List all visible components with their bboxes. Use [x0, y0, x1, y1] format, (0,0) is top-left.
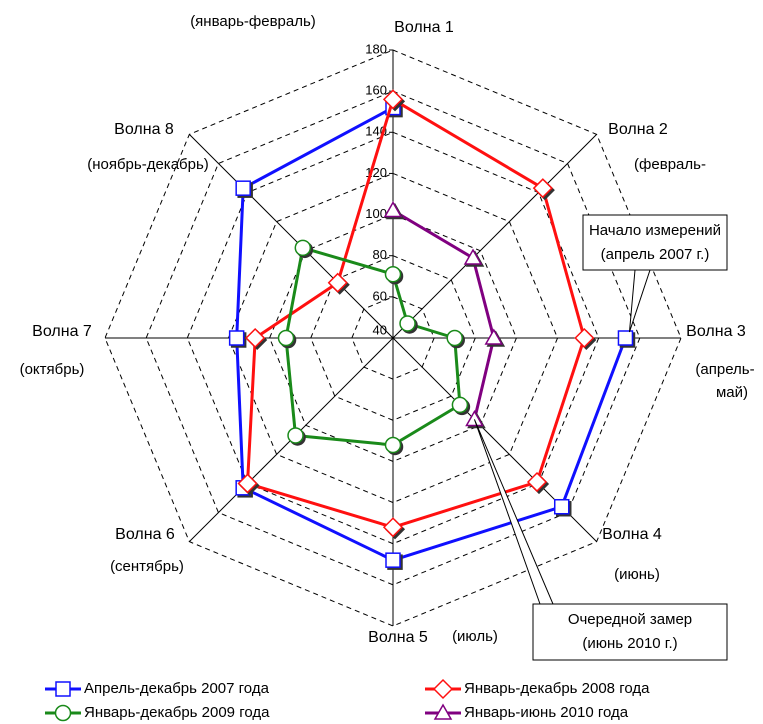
series-line [235, 106, 627, 562]
marker [327, 272, 348, 293]
marker [463, 248, 483, 265]
grid-ring [351, 296, 435, 380]
axis-sublabel: (сентябрь) [110, 558, 184, 575]
marker [384, 265, 402, 283]
axis-label: Волна 8 [114, 121, 174, 138]
y-tick-label: 60 [373, 288, 387, 303]
axis-label: Волна 6 [115, 526, 175, 543]
y-tick-label: 180 [365, 41, 387, 56]
marker [526, 471, 548, 493]
axis-label: Волна 7 [32, 323, 92, 340]
axis-label: Волна 2 [608, 121, 668, 138]
marker [228, 330, 245, 346]
marker [287, 427, 304, 444]
marker [484, 328, 504, 345]
marker [553, 498, 570, 515]
axis-label: Волна 5 [368, 629, 428, 646]
series-line [284, 246, 462, 447]
y-tick-label: 160 [365, 83, 387, 98]
y-tick-label: 40 [373, 322, 387, 337]
legend-marker [432, 678, 454, 700]
marker [446, 329, 463, 347]
axis-label: Волна 4 [602, 526, 662, 543]
marker [574, 327, 595, 349]
series-line [392, 209, 496, 420]
axis-label: Волна 1 [394, 19, 454, 36]
legend-marker [55, 681, 71, 697]
axis-sublabel: (февраль- [634, 156, 706, 173]
marker [384, 436, 402, 454]
callout-box [532, 603, 728, 661]
axis-sublabel: (январь-февраль) [190, 13, 316, 30]
callout-leader [628, 269, 651, 333]
axis-sublabel: (октябрь) [20, 361, 85, 378]
legend-label: Январь-июнь 2010 года [464, 704, 629, 721]
legend-marker [433, 703, 453, 720]
callout-text: Очередной замер [568, 611, 692, 628]
marker [383, 200, 403, 218]
marker [399, 315, 416, 332]
marker [245, 327, 266, 349]
legend-label: Январь-декабрь 2008 года [464, 680, 650, 697]
axis-sublabel: (июль) [452, 628, 498, 645]
axis-spoke [392, 133, 598, 339]
grid-ring [227, 172, 559, 504]
marker [617, 330, 634, 346]
marker [237, 473, 258, 494]
grid-ring [104, 49, 682, 627]
marker [385, 552, 401, 568]
grid-ring [310, 255, 476, 421]
legend-label: Апрель-декабрь 2007 года [84, 680, 270, 697]
callout-text: (июнь 2010 г.) [582, 635, 677, 652]
axis-sublabel: (апрель- [695, 361, 754, 378]
marker [532, 178, 553, 199]
marker [294, 239, 312, 257]
callout-text: Начало измерений [589, 222, 721, 239]
axis-sublabel: (ноябрь-декабрь) [87, 156, 209, 173]
legend-label: Январь-декабрь 2009 года [84, 704, 270, 721]
marker [382, 517, 404, 538]
marker [465, 409, 484, 427]
axis-sublabel: май) [716, 384, 748, 401]
marker [277, 329, 295, 347]
legend-marker [54, 704, 72, 722]
axis-spoke [188, 133, 394, 339]
y-tick-label: 80 [373, 247, 387, 262]
y-tick-label: 100 [365, 206, 387, 221]
axis-label: Волна 3 [686, 323, 746, 340]
marker [451, 396, 469, 414]
axis-sublabel: (июнь) [614, 566, 660, 583]
marker [382, 89, 404, 110]
marker [235, 180, 251, 196]
callout-box [582, 214, 728, 271]
callout-text: (апрель 2007 г.) [601, 246, 710, 263]
